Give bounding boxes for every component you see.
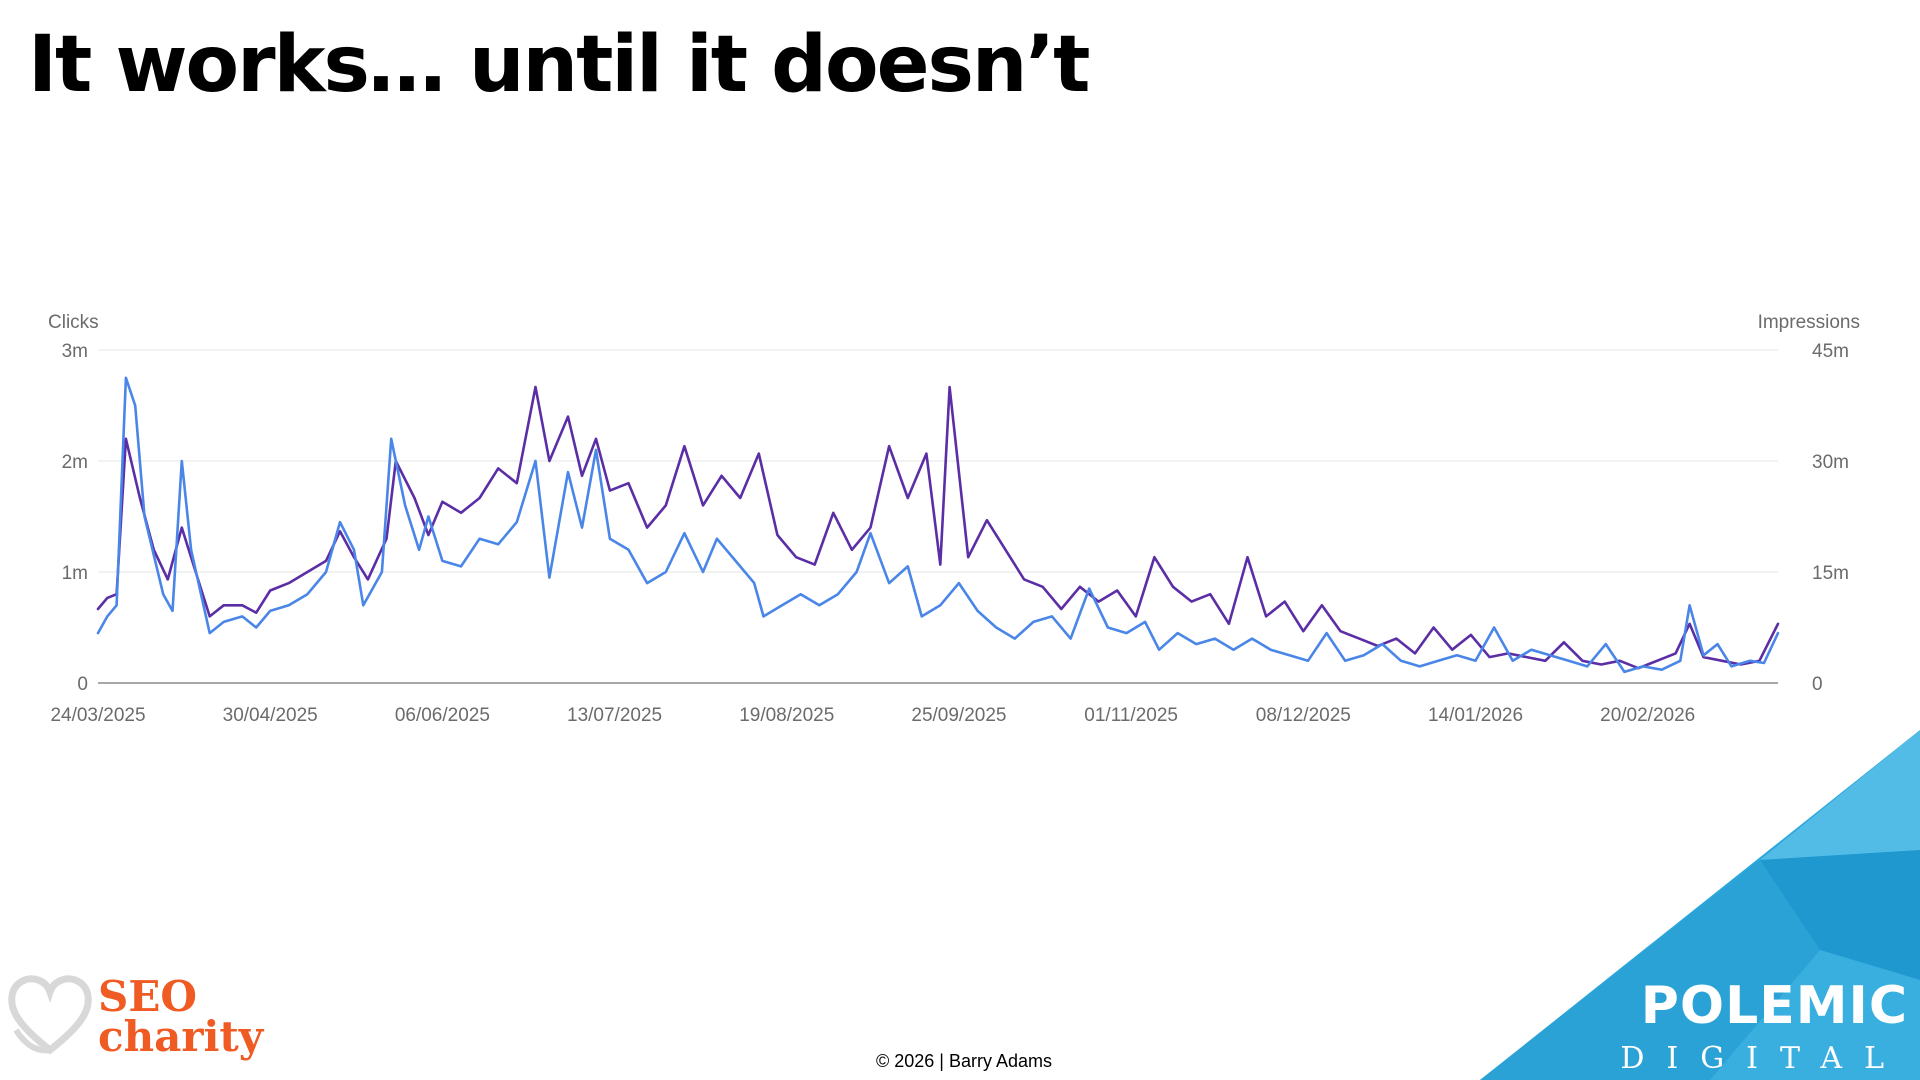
clicks-impressions-chart: 0 0 1m 15m 2m 30m 3m 45m 24/03/2025 30/04/2025 06/…	[48, 312, 1860, 726]
chart-grid	[98, 349, 1778, 684]
copyright-text: © 2026 | Barry Adams	[876, 1051, 1053, 1071]
y-right-tick-label: 15m	[1812, 563, 1849, 584]
y-right-tick-label: 45m	[1812, 341, 1849, 362]
x-tick-label: 24/03/2025	[50, 705, 145, 726]
x-tick-label: 01/11/2025	[1084, 705, 1178, 726]
seo-charity-logo: SEO charity	[8, 970, 288, 1070]
x-tick-label: 30/04/2025	[223, 705, 318, 726]
slide-title: It works… until it doesn’t	[28, 20, 1090, 110]
x-tick-label: 19/08/2025	[739, 705, 834, 726]
x-tick-label: 06/06/2025	[395, 705, 490, 726]
y-axis-right-label: Impressions	[1758, 312, 1860, 333]
chart-series	[96, 376, 1780, 674]
x-tick-label: 13/07/2025	[567, 705, 662, 726]
y-right-tick-label: 0	[1812, 674, 1823, 695]
x-tick-label: 20/02/2026	[1600, 705, 1695, 726]
seo-logo-line2: charity	[98, 1012, 264, 1061]
y-left-tick-label: 3m	[62, 341, 88, 362]
seo-logo-line1: SEO	[98, 972, 197, 1021]
y-axis-left-label: Clicks	[48, 312, 99, 333]
clicks-line	[96, 376, 1780, 674]
polemic-logo-name: POLEMIC	[1640, 976, 1908, 1036]
x-tick-label: 08/12/2025	[1256, 705, 1351, 726]
heart-icon	[8, 975, 92, 1055]
y-left-tick-label: 1m	[62, 563, 88, 584]
y-right-tick-label: 30m	[1812, 452, 1849, 473]
x-tick-label: 14/01/2026	[1428, 705, 1523, 726]
impressions-line	[96, 385, 1780, 670]
y-left-tick-label: 0	[77, 674, 88, 695]
polemic-corner-graphic	[1480, 730, 1920, 1080]
x-tick-label: 25/09/2025	[911, 705, 1006, 726]
polemic-logo-sub: DIGITAL	[1620, 1041, 1906, 1076]
y-left-tick-label: 2m	[62, 452, 88, 473]
chart-ticks: 0 0 1m 15m 2m 30m 3m 45m 24/03/2025 30/04/2025 06/…	[50, 341, 1849, 726]
